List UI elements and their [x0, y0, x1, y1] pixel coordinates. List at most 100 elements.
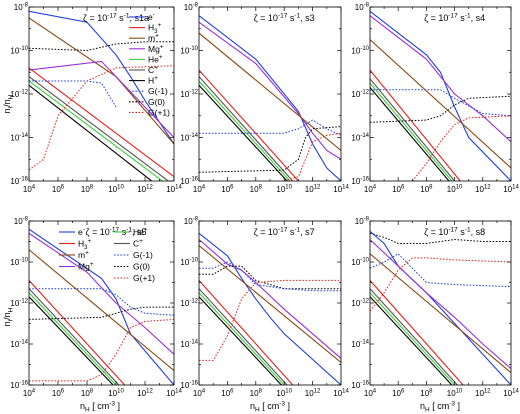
- legend-entry-g0: G(0): [114, 262, 150, 272]
- series-line-g0: [29, 41, 174, 52]
- series-lines: [370, 10, 511, 181]
- y-tick-label: 10-16: [351, 381, 369, 391]
- panel-title: ζ = 10-17 s-1, s7: [254, 227, 315, 238]
- series-line-c: [370, 78, 456, 181]
- x-tick-label: 1012: [475, 185, 491, 195]
- legend-label: H3+: [78, 238, 91, 251]
- legend-label: He+: [148, 54, 163, 65]
- series-line-c: [199, 288, 288, 385]
- x-tick-label: 1014: [503, 185, 519, 195]
- x-tick-label: 106: [52, 185, 65, 195]
- x-tick-label: 106: [52, 389, 65, 399]
- series-line-m: [199, 245, 341, 363]
- series-line-he: [199, 80, 291, 181]
- y-tick-label: 10-8: [14, 3, 29, 13]
- x-tick-label: 1010: [108, 389, 124, 399]
- y-tick-label: 10-8: [184, 3, 199, 13]
- series-line-e: [199, 232, 341, 385]
- series-line-h: [29, 296, 114, 385]
- series-line-c: [370, 288, 458, 385]
- legend-entry-e: e-: [59, 227, 85, 237]
- panel-title: ζ = 10-17 s-1, s4: [424, 13, 485, 24]
- legend-label: C+: [133, 238, 143, 249]
- legend-label: m+: [148, 33, 159, 44]
- x-tick-label: 1012: [137, 185, 153, 195]
- x-tick-label: 108: [250, 389, 263, 399]
- x-tick-label: 106: [392, 389, 405, 399]
- series-line-h3: [370, 69, 461, 181]
- legend-label: G(+1): [133, 273, 155, 283]
- y-tick-label: 10-14: [180, 133, 198, 143]
- legend-entry-c: C+: [114, 238, 143, 249]
- legend-entry-c: C+: [129, 65, 158, 76]
- y-tick-label: 10-14: [10, 340, 28, 350]
- legend-label: H3+: [148, 22, 161, 35]
- y-tick-label: 10-14: [180, 340, 198, 350]
- y-tick-label: 10-16: [180, 381, 198, 391]
- x-tick-label: 108: [250, 185, 263, 195]
- x-tick-label: 104: [23, 185, 36, 195]
- series-line-g1: [411, 115, 511, 181]
- chart-panel-2: 104 106 108 1010 1012 1014 10-8 10-10 10-12 10-14…: [180, 3, 349, 195]
- legend: e- He+ H3+ C+ m+ G(-1) Mg+ G(0)G(+1): [59, 227, 155, 283]
- series-line-g1: [370, 257, 511, 312]
- y-tick-label: 10-10: [10, 46, 28, 56]
- series-line-h3: [370, 280, 464, 385]
- legend-entry-g1: G(+1): [114, 273, 155, 283]
- y-tick-label: 10-12: [351, 299, 369, 309]
- x-tick-label: 104: [23, 389, 36, 399]
- series-line-mg: [199, 21, 341, 160]
- series-line-mg: [29, 60, 174, 138]
- series-line-e: [29, 10, 174, 145]
- x-axis-label-middle: nH [ cm-3 ]: [250, 401, 290, 414]
- series-line-g0: [370, 95, 511, 123]
- x-tick-label: 1010: [276, 389, 292, 399]
- series-line-h: [29, 84, 153, 181]
- y-tick-label: 10-14: [10, 133, 28, 143]
- series-line-m: [370, 253, 511, 374]
- legend-label: C+: [148, 65, 158, 76]
- chart-panel-4: 104 106 108 1010 1012 1014 10-8 10-10 10-12 10-14…: [10, 217, 182, 399]
- y-tick-label: 10-8: [184, 217, 199, 227]
- series-line-he: [370, 82, 453, 181]
- series-line-g1: [29, 318, 174, 382]
- legend-entry-h: H+: [129, 75, 158, 86]
- x-axis-label-left: nH [ cm-3 ]: [80, 401, 120, 414]
- series-line-g1: [370, 89, 511, 117]
- series-line-mg: [199, 239, 341, 359]
- series-line-c: [29, 76, 170, 181]
- legend-entry-g1: G(-1): [129, 86, 168, 96]
- legend-entry-g1: G(+1): [129, 107, 170, 117]
- legend-label: m+: [78, 250, 89, 261]
- x-tick-label: 1014: [333, 185, 349, 195]
- series-line-g1: [199, 261, 341, 292]
- svg-text:nH [ cm-3 ]: nH [ cm-3 ]: [420, 401, 460, 414]
- legend-entry-h3: H3+: [59, 238, 91, 251]
- x-tick-label: 104: [364, 185, 377, 195]
- series-line-h: [199, 296, 282, 385]
- series-line-g1: [284, 132, 341, 181]
- svg-text:ni/nH: ni/nH: [2, 94, 15, 113]
- series-line-h: [370, 296, 453, 385]
- series-line-m: [199, 32, 341, 151]
- y-tick-label: 10-10: [180, 46, 198, 56]
- series-line-h3: [29, 280, 126, 385]
- legend-label: Mg+: [148, 43, 164, 54]
- legend-label: H+: [148, 75, 158, 86]
- series-line-g1: [29, 65, 174, 171]
- series-line-mg: [370, 15, 511, 143]
- series-line-m: [29, 249, 174, 372]
- legend-entry-g1: G(-1): [114, 250, 153, 260]
- y-tick-label: 10-8: [355, 217, 370, 227]
- y-tick-label: 10-12: [180, 90, 198, 100]
- x-tick-label: 1014: [503, 389, 519, 399]
- x-tick-label: 106: [221, 185, 234, 195]
- x-tick-label: 1012: [305, 389, 321, 399]
- plot-frame: [369, 6, 512, 182]
- series-line-g1: [199, 279, 341, 361]
- series-line-m: [370, 39, 511, 169]
- series-line-mg: [370, 239, 511, 370]
- y-tick-label: 10-12: [351, 90, 369, 100]
- legend-entry-m: m+: [59, 250, 89, 261]
